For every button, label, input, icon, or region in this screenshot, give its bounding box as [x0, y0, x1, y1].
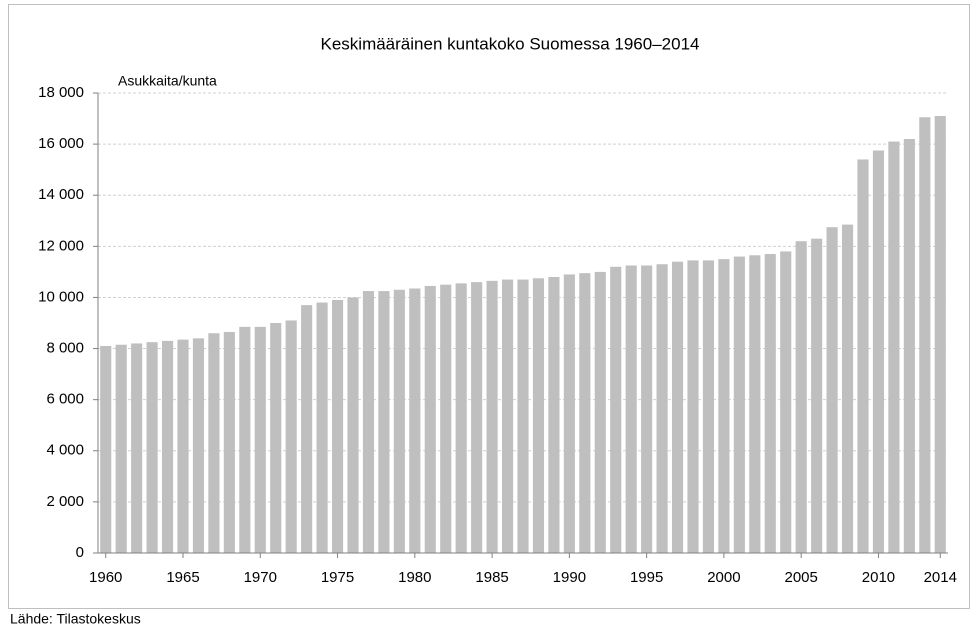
bar [471, 282, 483, 553]
source: Lähde: Tilastokeskus [10, 611, 141, 627]
bar [625, 265, 637, 553]
chart-frame [8, 4, 970, 609]
y-tick-label: 16 000 [38, 135, 84, 152]
bar [501, 279, 514, 553]
bar [857, 159, 869, 553]
bar [687, 260, 699, 553]
x-tick-label: 2014 [924, 569, 957, 586]
bar [826, 227, 838, 553]
bar [594, 271, 606, 553]
x-tick-label: 1965 [166, 569, 199, 586]
bar [239, 326, 251, 553]
bar [301, 305, 313, 553]
bar [362, 291, 375, 553]
bar [888, 141, 900, 554]
bar [610, 266, 622, 553]
bar [841, 224, 854, 553]
x-tick-label: 1970 [244, 569, 277, 586]
bar [872, 150, 885, 553]
x-tick-label: 2000 [707, 569, 740, 586]
x-tick-label: 1975 [321, 569, 354, 586]
y-tick-label: 8 000 [46, 340, 84, 357]
bar [455, 283, 467, 553]
bar [749, 255, 761, 553]
bar [378, 291, 390, 553]
y-tick-label: 10 000 [38, 288, 84, 305]
x-tick-label: 1985 [475, 569, 508, 586]
bar [486, 280, 498, 553]
x-tick-label: 2010 [862, 569, 895, 586]
bar [223, 331, 235, 553]
bar [161, 340, 174, 553]
bar [671, 261, 684, 553]
bar [563, 274, 575, 553]
bar [285, 320, 297, 553]
bar [131, 343, 143, 553]
y-tick-label: 0 [76, 544, 84, 561]
bar [517, 279, 529, 553]
bar [115, 344, 127, 553]
bar [254, 326, 266, 553]
bar [146, 342, 158, 553]
bar [579, 273, 591, 553]
bar [331, 300, 344, 553]
y-tick-label: 12 000 [38, 237, 84, 254]
x-tick-label: 2005 [784, 569, 817, 586]
bar [811, 238, 823, 553]
bar [208, 333, 220, 553]
x-tick-label: 1980 [398, 569, 431, 586]
bar [656, 264, 668, 553]
bar [548, 277, 560, 553]
bar [641, 265, 653, 553]
x-tick-label: 1995 [630, 569, 663, 586]
bar [316, 302, 328, 553]
bar [270, 323, 282, 553]
y-tick-label: 18 000 [38, 84, 84, 101]
chart-title: Keskimääräinen kuntakoko Suomessa 1960–2… [321, 34, 700, 53]
x-tick-label: 1960 [89, 569, 122, 586]
bar [532, 278, 545, 553]
bar [702, 260, 715, 553]
y-tick-label: 2 000 [46, 493, 84, 510]
bar [795, 241, 807, 553]
bar [177, 339, 189, 553]
bar [100, 346, 112, 553]
bar [718, 259, 730, 553]
bar [424, 285, 436, 553]
y-tick-label: 6 000 [46, 391, 84, 408]
bar [764, 254, 776, 553]
y-tick-label: 4 000 [46, 442, 84, 459]
bar [780, 251, 792, 553]
y-axis-label: Asukkaita/kunta [118, 73, 217, 89]
bar [192, 338, 205, 553]
bar [409, 288, 421, 553]
y-tick-label: 14 000 [38, 186, 84, 203]
bar [919, 117, 931, 554]
x-tick-label: 1990 [553, 569, 586, 586]
bar [934, 116, 946, 553]
bar [347, 297, 359, 553]
bar [440, 284, 452, 553]
bar [393, 289, 405, 553]
bar [903, 139, 915, 553]
bar [733, 256, 745, 553]
